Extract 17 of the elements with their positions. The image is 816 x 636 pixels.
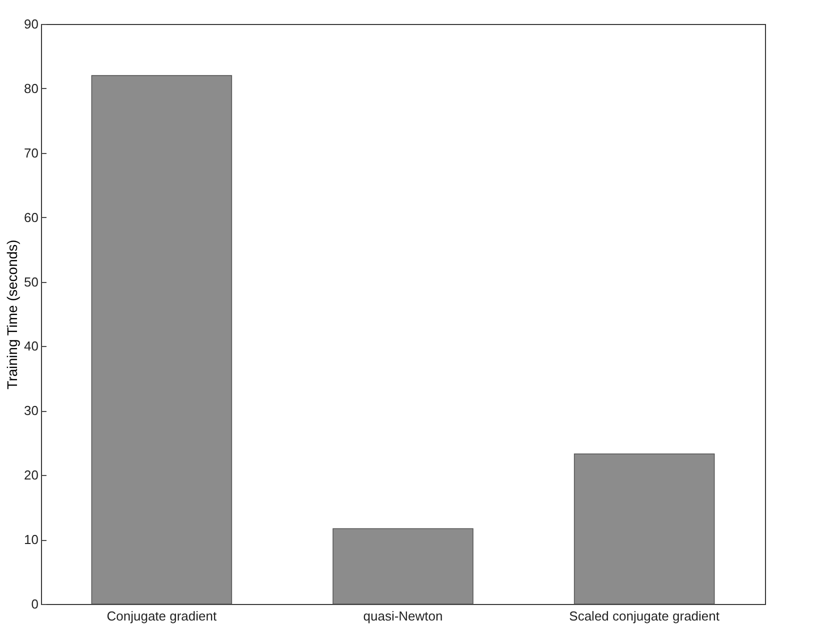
y-axis-title: Training Time (seconds) xyxy=(4,240,20,390)
y-tick-label: 70 xyxy=(24,145,38,160)
y-tick-label: 90 xyxy=(24,16,38,32)
y-tick-label: 30 xyxy=(24,403,38,418)
bar xyxy=(332,528,474,604)
bar xyxy=(574,453,715,604)
bar xyxy=(91,75,232,604)
y-tick-label: 50 xyxy=(24,274,38,290)
y-tick-label: 60 xyxy=(24,210,38,225)
y-tick-label: 0 xyxy=(31,596,38,612)
y-tick-label: 10 xyxy=(24,532,38,548)
y-tick-label: 80 xyxy=(24,80,38,96)
y-tick-label: 20 xyxy=(24,468,38,483)
x-tick-label: Scaled conjugate gradient xyxy=(569,608,720,624)
y-tick-label: 40 xyxy=(24,338,38,354)
x-tick-label: quasi-Newton xyxy=(363,608,443,624)
x-tick-label: Conjugate gradient xyxy=(106,608,217,624)
